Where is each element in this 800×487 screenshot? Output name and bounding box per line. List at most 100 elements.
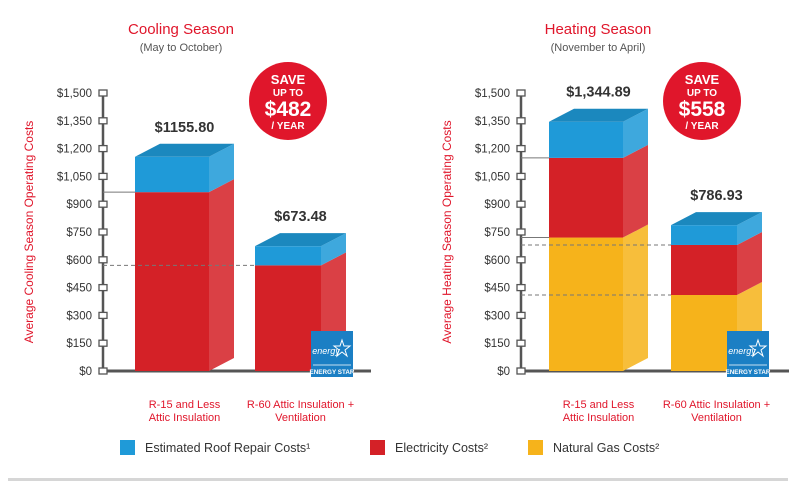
y-tick-marker <box>516 89 526 97</box>
y-tick-label: $600 <box>484 255 510 267</box>
bar-segment-gas <box>549 237 623 371</box>
y-tick-label: $1,200 <box>475 144 510 156</box>
legend-label-gas: Natural Gas Costs² <box>553 440 660 455</box>
chart-subtitle: (November to April) <box>551 42 646 54</box>
legend-swatch-roof <box>120 440 135 455</box>
category-label: R-15 and Less <box>563 399 635 411</box>
bar-segment-roof <box>671 225 737 245</box>
bar-segment-roof <box>135 156 209 193</box>
y-tick-marker <box>98 256 108 264</box>
category-label: Attic Insulation <box>563 412 635 424</box>
bar-total-label: $1,344.89 <box>566 85 631 101</box>
y-tick-label: $300 <box>66 310 92 322</box>
category-label: R-15 and Less <box>149 399 221 411</box>
bar-segment-electricity <box>135 192 209 371</box>
footnote-text <box>8 476 788 484</box>
bar-side-roof <box>209 143 234 193</box>
badge-per-year-text: / YEAR <box>271 121 305 132</box>
y-tick-marker <box>98 200 108 208</box>
y-tick-label: $750 <box>484 227 510 239</box>
bar-total-label: $673.48 <box>274 209 326 225</box>
legend-swatch-gas <box>528 440 543 455</box>
badge-save-text: SAVE <box>271 72 306 87</box>
y-tick-marker <box>516 311 526 320</box>
y-tick-label: $1,050 <box>57 171 92 183</box>
y-tick-label: $1,050 <box>475 171 510 183</box>
legend-label-electricity: Electricity Costs² <box>395 440 489 455</box>
y-tick-label: $150 <box>66 338 92 350</box>
energy-star-script: energy <box>728 346 756 356</box>
y-tick-label: $0 <box>497 366 510 378</box>
bar-segment-roof <box>255 246 321 266</box>
y-tick-label: $1,350 <box>57 116 92 128</box>
bar-segment-gas <box>671 295 737 371</box>
bar-top-face <box>671 212 762 226</box>
y-tick-label: $0 <box>79 366 92 378</box>
savings-badge <box>663 62 741 140</box>
bar-top-face <box>135 143 234 157</box>
y-tick-marker <box>516 228 526 236</box>
y-tick-marker <box>516 200 526 208</box>
bar-top-face <box>549 108 648 122</box>
y-tick-label: $150 <box>484 338 510 350</box>
category-label: Ventilation <box>691 412 742 424</box>
y-tick-label: $300 <box>484 310 510 322</box>
badge-amount-text: $558 <box>679 98 726 121</box>
y-tick-marker <box>98 172 108 181</box>
y-tick-marker <box>516 339 526 347</box>
energy-star-icon <box>332 338 352 358</box>
bar-side-roof <box>623 108 648 158</box>
savings-badge <box>249 62 327 140</box>
category-label: R-60 Attic Insulation + <box>663 399 770 411</box>
bar-side-electricity <box>209 179 234 371</box>
badge-save-text: SAVE <box>685 72 720 87</box>
legend: Estimated Roof Repair Costs¹ Electricity… <box>0 440 800 464</box>
energy-star-text: ENERGY STAR <box>726 369 771 376</box>
y-tick-marker <box>516 172 526 181</box>
y-tick-marker <box>98 117 108 125</box>
y-tick-label: $1,200 <box>57 144 92 156</box>
y-tick-label: $450 <box>66 283 92 295</box>
bar-total-label: $1155.80 <box>155 120 215 136</box>
y-axis-label: Average Heating Season Operating Costs <box>440 120 454 343</box>
footnote-line <box>8 478 788 481</box>
charts-canvas: Cooling Season (May to October) Average Co… <box>22 21 789 424</box>
bar-side-gas <box>623 224 648 371</box>
bar-top-face <box>255 233 346 247</box>
y-tick-marker <box>516 283 526 292</box>
category-label: Attic Insulation <box>149 412 221 424</box>
chart-title: Heating Season <box>545 21 652 38</box>
category-label: Ventilation <box>275 412 326 424</box>
legend-item-electricity: Electricity Costs² <box>370 440 488 455</box>
legend-label-roof: Estimated Roof Repair Costs¹ <box>145 440 311 455</box>
badge-amount-text: $482 <box>265 98 312 121</box>
y-tick-marker <box>98 311 108 320</box>
y-tick-label: $900 <box>484 199 510 211</box>
y-tick-marker <box>98 367 108 375</box>
bar-side-electricity <box>737 231 762 296</box>
chart-subtitle: (May to October) <box>140 42 223 54</box>
y-axis-label: Average Cooling Season Operating Costs <box>22 121 36 344</box>
y-tick-label: $750 <box>66 227 92 239</box>
y-tick-label: $900 <box>66 199 92 211</box>
bar-segment-roof <box>549 121 623 158</box>
bar-segment-electricity <box>549 157 623 238</box>
y-tick-label: $450 <box>484 283 510 295</box>
bar-side-electricity <box>623 144 648 238</box>
badge-upto-text: UP TO <box>687 88 717 99</box>
legend-item-roof: Estimated Roof Repair Costs¹ <box>120 440 310 455</box>
legend-swatch-electricity <box>370 440 385 455</box>
bar-segment-electricity <box>255 265 321 371</box>
y-tick-label: $1,350 <box>475 116 510 128</box>
category-label: R-60 Attic Insulation + <box>247 399 354 411</box>
bar-side-roof <box>321 233 346 266</box>
y-tick-marker <box>516 117 526 125</box>
y-tick-label: $1,500 <box>475 88 510 100</box>
bar-segment-electricity <box>671 244 737 296</box>
badge-per-year-text: / YEAR <box>685 121 719 132</box>
y-tick-marker <box>98 339 108 347</box>
y-tick-label: $600 <box>66 255 92 267</box>
y-tick-marker <box>516 256 526 264</box>
y-tick-label: $1,500 <box>57 88 92 100</box>
y-tick-marker <box>98 283 108 292</box>
